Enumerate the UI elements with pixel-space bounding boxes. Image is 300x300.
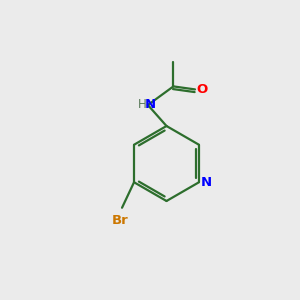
Text: H: H: [138, 98, 147, 112]
Text: Br: Br: [112, 214, 129, 227]
Text: N: N: [200, 176, 211, 189]
Text: N: N: [145, 98, 156, 112]
Text: O: O: [196, 83, 207, 96]
